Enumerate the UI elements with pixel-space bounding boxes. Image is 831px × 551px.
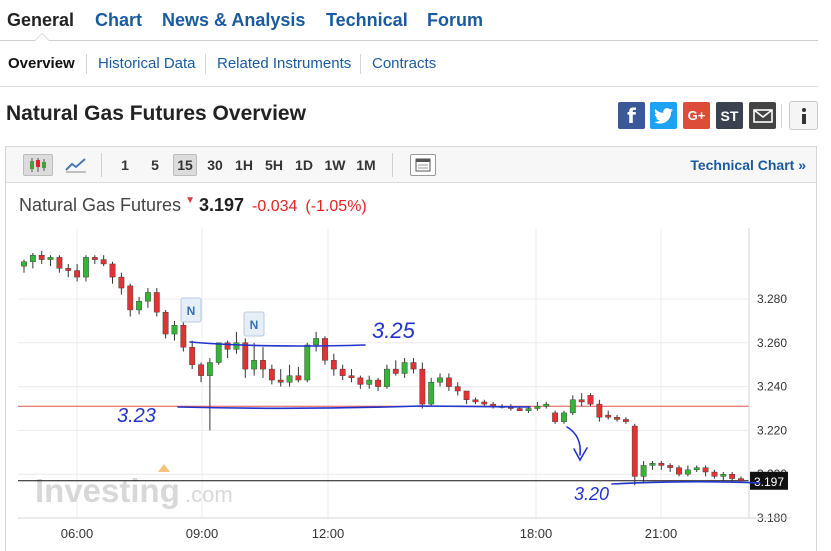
timeframe-30[interactable]: 30: [207, 157, 223, 173]
info-glyph: [801, 107, 806, 124]
facebook-icon[interactable]: f: [618, 102, 645, 129]
candlestick-icon[interactable]: [23, 154, 53, 176]
price-change: -0.034: [252, 198, 298, 215]
timeframe-5h[interactable]: 5H: [265, 157, 283, 173]
last-price: 3.197: [198, 195, 245, 215]
tab-general[interactable]: General: [7, 10, 75, 30]
layout-icon[interactable]: [410, 154, 436, 176]
page-title: Natural Gas Futures Overview: [6, 102, 306, 125]
tab-chart[interactable]: Chart: [95, 10, 143, 30]
timeframe-1m[interactable]: 1M: [356, 157, 376, 173]
active-tab-indicator: [34, 33, 50, 41]
layout-glyph: [415, 158, 431, 172]
line-chart-glyph: [65, 158, 86, 173]
down-arrow-icon: ▼: [185, 195, 195, 206]
twitter-icon[interactable]: [650, 102, 677, 129]
divider: [101, 153, 102, 177]
subtab-related-instruments[interactable]: Related Instruments: [217, 55, 352, 72]
subtab-contracts[interactable]: Contracts: [372, 55, 437, 72]
subtab-overview[interactable]: Overview: [8, 55, 75, 72]
subtab-historical-data[interactable]: Historical Data: [98, 55, 196, 72]
divider: [392, 153, 393, 177]
google-plus-icon[interactable]: G+: [683, 102, 710, 129]
divider: [205, 54, 206, 74]
timeframe-1d[interactable]: 1D: [295, 157, 313, 173]
chart-widget: 1 5 15 30 1H 5H 1D 1W 1M Technical Chart…: [5, 146, 817, 551]
instrument-name: Natural Gas Futures: [19, 195, 182, 215]
timeframe-15[interactable]: 15: [173, 154, 197, 176]
top-nav: General Chart News & Analysis Technical …: [0, 0, 818, 41]
divider: [360, 54, 361, 74]
tab-forum[interactable]: Forum: [427, 10, 483, 30]
tab-technical[interactable]: Technical: [326, 10, 408, 30]
divider: [86, 54, 87, 74]
envelope-glyph: [752, 108, 773, 123]
price-change-percent: (-1.05%): [305, 198, 367, 215]
email-icon[interactable]: [749, 102, 776, 129]
timeframe-1[interactable]: 1: [121, 157, 129, 173]
timeframe-5[interactable]: 5: [151, 157, 159, 173]
timeframe-1w[interactable]: 1W: [324, 157, 346, 173]
tab-news-analysis[interactable]: News & Analysis: [162, 10, 306, 30]
sub-nav: Overview Historical Data Related Instrum…: [0, 41, 818, 87]
twitter-bird-glyph: [654, 107, 673, 124]
quote-header: Natural Gas Futures ▼ 3.197 -0.034 (-1.05%): [19, 195, 367, 216]
timeframe-1h[interactable]: 1H: [235, 157, 253, 173]
info-icon[interactable]: [789, 101, 818, 130]
chart-toolbar: 1 5 15 30 1H 5H 1D 1W 1M Technical Chart…: [6, 147, 816, 183]
stocktwits-icon[interactable]: ST: [716, 102, 743, 129]
candlestick-glyph: [30, 158, 46, 172]
divider: [781, 104, 782, 128]
line-chart-icon[interactable]: [61, 154, 91, 176]
technical-chart-link[interactable]: Technical Chart »: [690, 157, 806, 173]
